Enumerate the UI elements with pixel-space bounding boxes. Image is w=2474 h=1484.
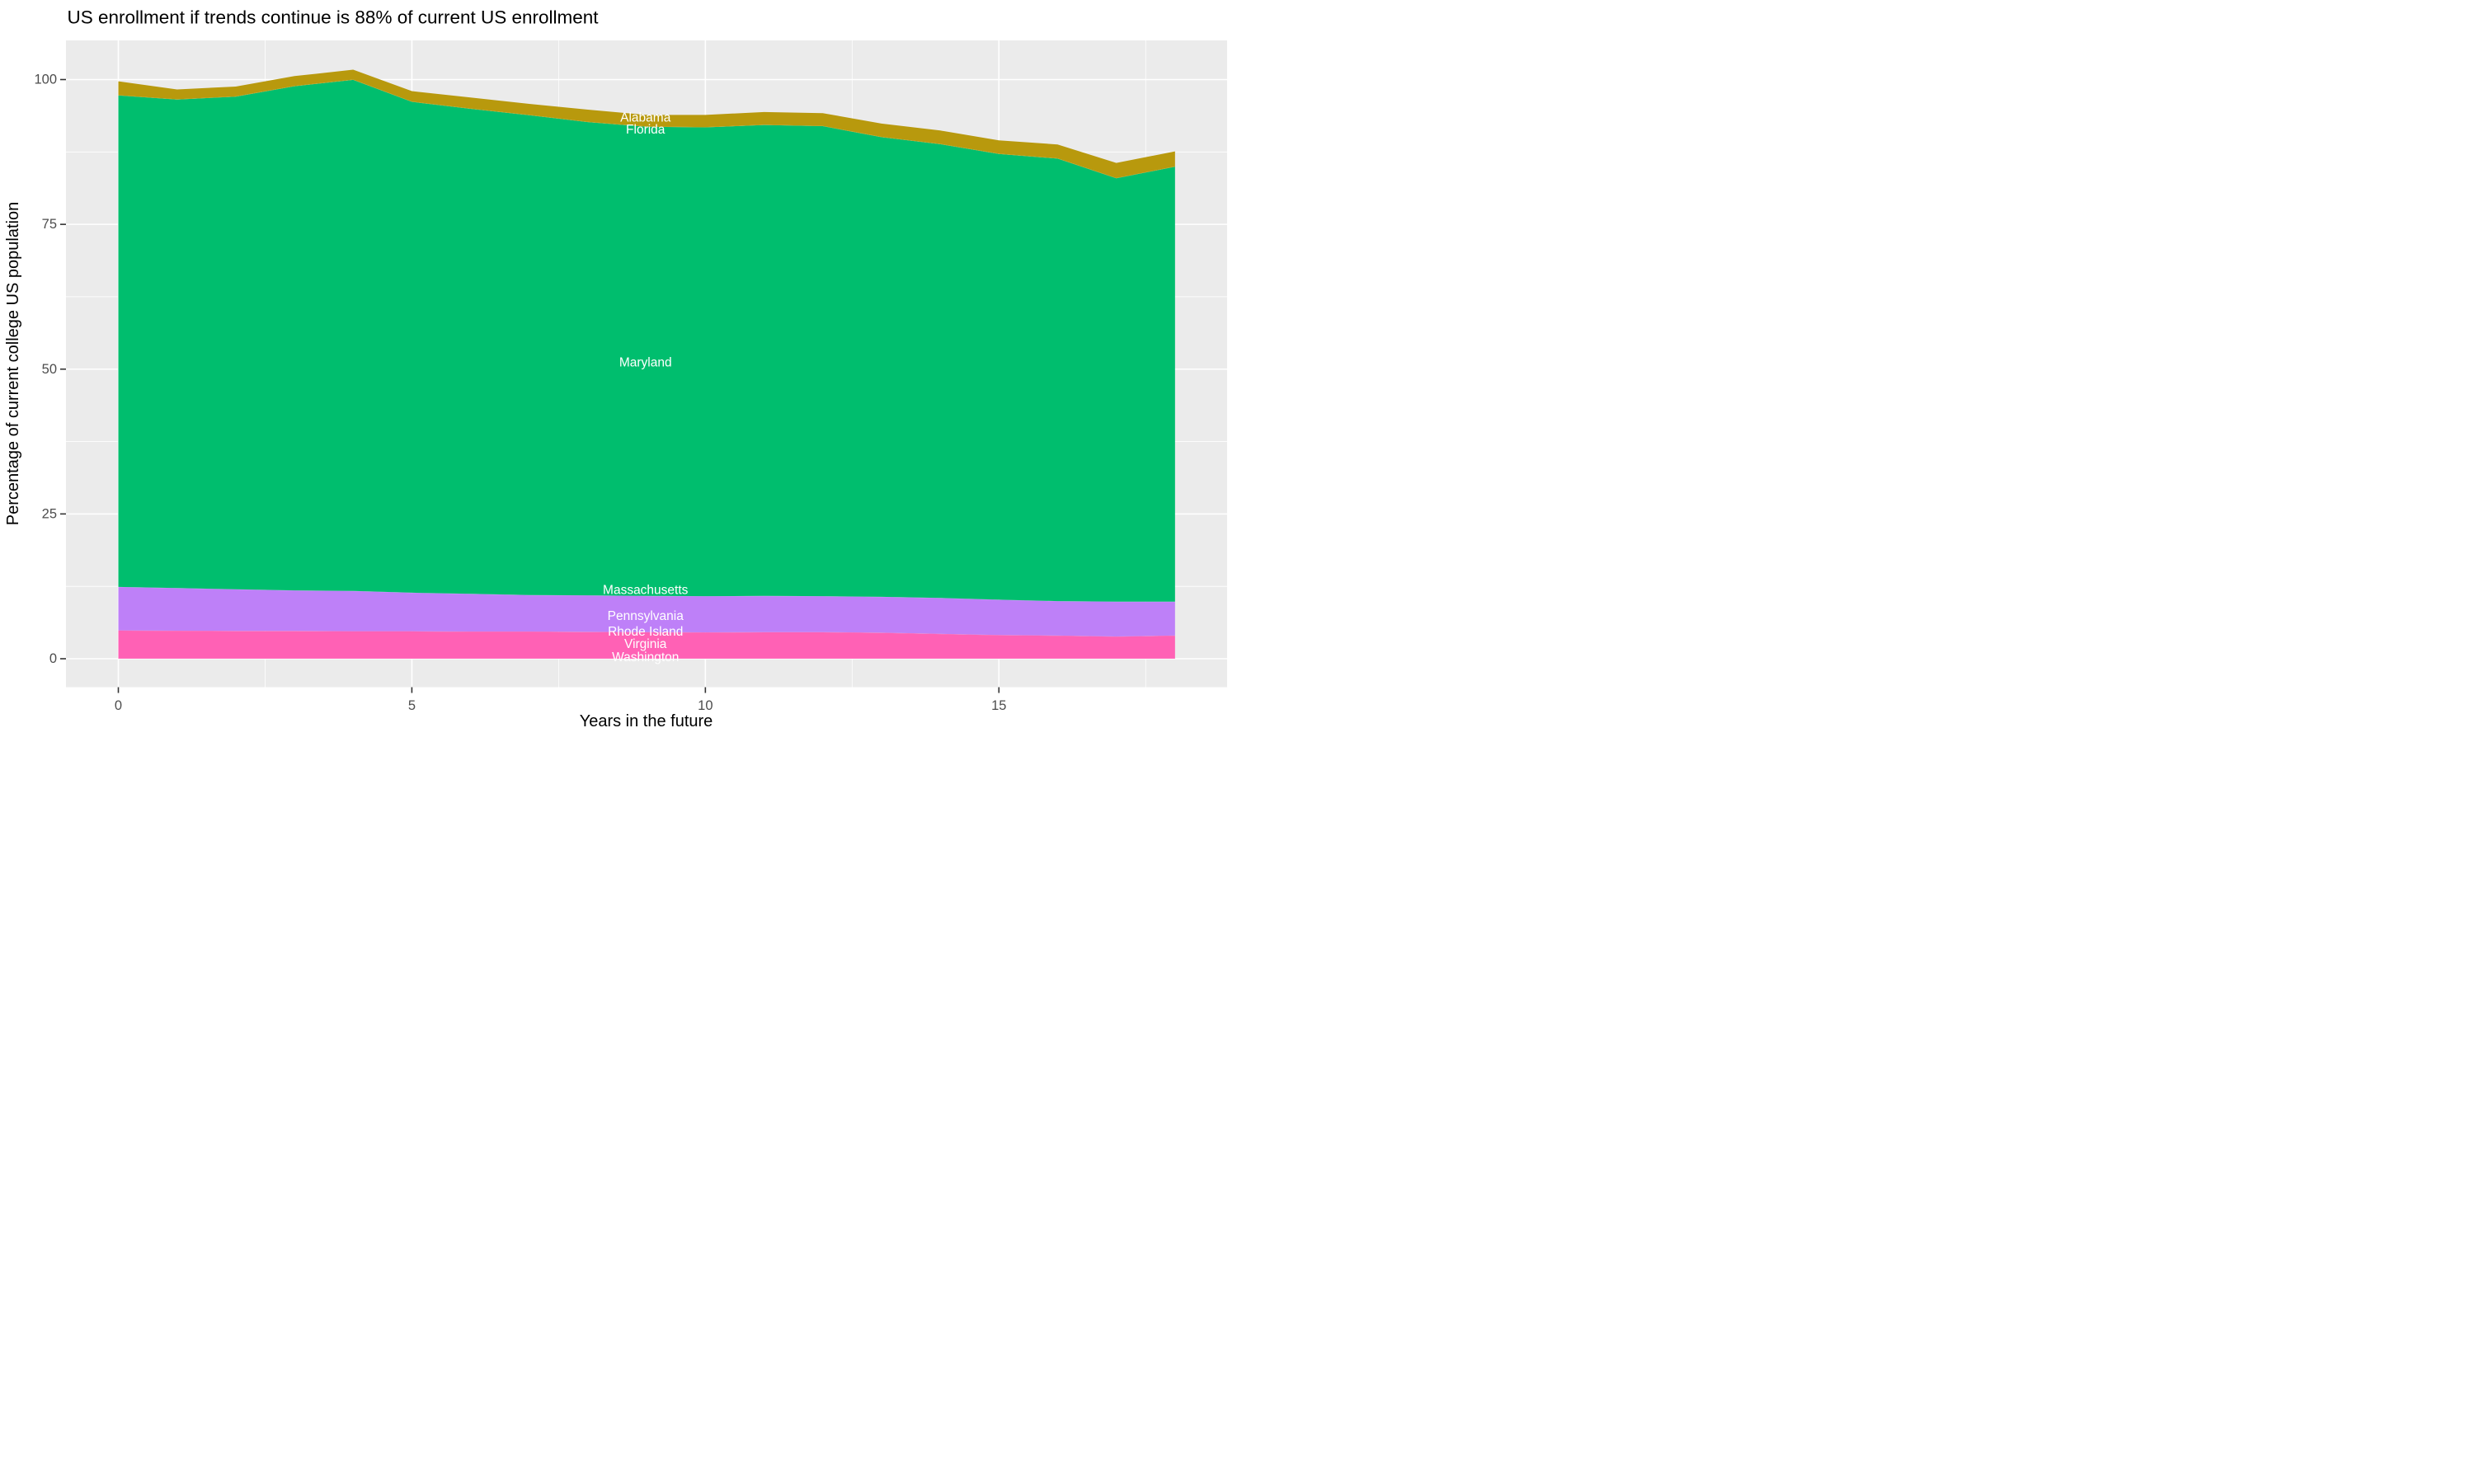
y-axis-title: Percentage of current college US populat… bbox=[4, 202, 22, 525]
state-label-maryland: Maryland bbox=[619, 356, 672, 370]
state-label-virginia: Virginia bbox=[624, 637, 667, 651]
area-maryland bbox=[118, 79, 1175, 602]
state-label-pennsylvania: Pennsylvania bbox=[608, 609, 684, 623]
y-tick-label-50: 50 bbox=[42, 362, 57, 377]
state-label-alabama: Alabama bbox=[620, 110, 671, 124]
state-label-washington: Washington bbox=[612, 650, 679, 665]
state-label-florida: Florida bbox=[626, 123, 666, 137]
x-axis-title: Years in the future bbox=[580, 712, 713, 730]
x-tick-label-0: 0 bbox=[115, 698, 122, 713]
x-tick-label-15: 15 bbox=[991, 698, 1006, 713]
area-pennsylvania bbox=[118, 587, 1175, 636]
area-alabama bbox=[118, 69, 1175, 178]
state-label-rhode-island: Rhode Island bbox=[608, 625, 683, 639]
area-virginia bbox=[118, 630, 1175, 659]
y-tick-label-25: 25 bbox=[42, 506, 57, 521]
y-tick-label-0: 0 bbox=[49, 651, 57, 666]
chart-title: US enrollment if trends continue is 88% … bbox=[68, 7, 600, 28]
y-tick-label-100: 100 bbox=[34, 73, 57, 87]
enrollment-figure: 0 25 50 75 100 0 5 10 15 Alabama Florida Maryland M… bbox=[0, 0, 1237, 742]
x-tick-label-5: 5 bbox=[408, 698, 416, 713]
y-tick-label-75: 75 bbox=[42, 217, 57, 232]
x-tick-label-10: 10 bbox=[698, 698, 713, 713]
state-label-massachusetts: Massachusetts bbox=[603, 584, 689, 598]
area-rhode-island bbox=[118, 630, 1175, 637]
